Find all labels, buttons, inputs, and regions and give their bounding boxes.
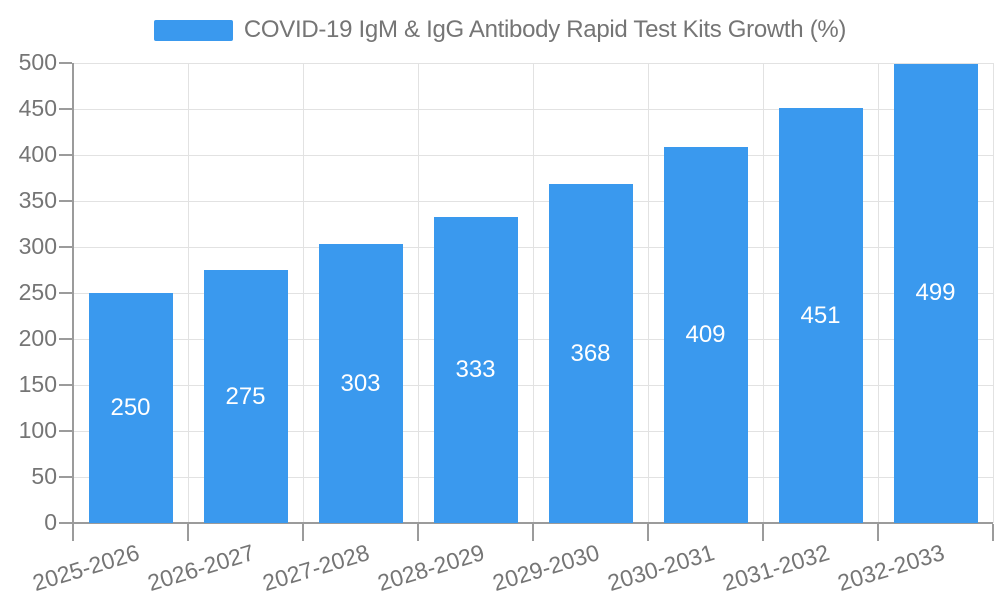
y-axis-tick-label: 450 — [18, 95, 57, 122]
bar-2029-2030[interactable]: 368 — [548, 184, 633, 523]
x-axis-tick-mark — [302, 524, 304, 541]
x-axis-tick-mark — [187, 524, 189, 541]
gridline-vertical — [992, 63, 994, 523]
x-axis-tick-label: 2025-2026 — [29, 539, 142, 597]
y-axis-tick-mark — [59, 430, 72, 432]
gridline-vertical — [417, 63, 419, 523]
y-axis-tick-label: 250 — [18, 279, 57, 306]
y-axis-tick-label: 350 — [18, 187, 57, 214]
x-axis-tick-mark — [877, 524, 879, 541]
x-axis-tick-label: 2027-2028 — [259, 539, 372, 597]
x-axis-tick-mark — [72, 524, 74, 541]
x-axis-tick-mark — [992, 524, 994, 541]
x-axis-tick-label: 2029-2030 — [489, 539, 602, 597]
gridline-vertical — [647, 63, 649, 523]
x-axis-tick-mark — [532, 524, 534, 541]
y-axis-tick-mark — [59, 154, 72, 156]
y-axis-tick-label: 500 — [18, 49, 57, 76]
y-axis-line — [71, 63, 74, 540]
x-axis-tick-label: 2032-2033 — [834, 539, 947, 597]
y-axis-tick-mark — [59, 62, 72, 64]
x-axis-tick-label: 2030-2031 — [604, 539, 717, 597]
x-axis-line — [73, 522, 993, 524]
bar-value-label: 333 — [455, 355, 496, 383]
x-axis-tick-mark — [762, 524, 764, 541]
y-axis-tick-label: 50 — [31, 463, 57, 490]
y-axis-tick-mark — [59, 200, 72, 202]
bar-value-label: 275 — [225, 382, 266, 410]
y-axis-tick-mark — [59, 338, 72, 340]
x-axis-tick-label: 2031-2032 — [719, 539, 832, 597]
bar-2030-2031[interactable]: 409 — [663, 146, 748, 523]
bar-value-label: 451 — [800, 301, 841, 329]
legend[interactable]: COVID-19 IgM & IgG Antibody Rapid Test K… — [0, 16, 1000, 44]
y-axis-tick-label: 100 — [18, 417, 57, 444]
y-axis-tick-mark — [59, 292, 72, 294]
bar-2027-2028[interactable]: 303 — [318, 244, 403, 523]
y-axis-tick-label: 200 — [18, 325, 57, 352]
bar-2028-2029[interactable]: 333 — [433, 216, 518, 523]
x-axis-tick-label: 2028-2029 — [374, 539, 487, 597]
y-axis-tick-mark — [59, 384, 72, 386]
gridline-vertical — [877, 63, 879, 523]
y-axis-tick-mark — [59, 476, 72, 478]
bar-2026-2027[interactable]: 275 — [203, 270, 288, 523]
bar-2031-2032[interactable]: 451 — [778, 108, 863, 523]
bar-value-label: 409 — [685, 320, 726, 348]
legend-label: COVID-19 IgM & IgG Antibody Rapid Test K… — [243, 16, 847, 43]
y-axis-tick-label: 400 — [18, 141, 57, 168]
bar-2032-2033[interactable]: 499 — [893, 63, 978, 523]
gridline-vertical — [302, 63, 304, 523]
legend-swatch — [153, 19, 233, 41]
x-axis-tick-mark — [647, 524, 649, 541]
y-axis-tick-label: 300 — [18, 233, 57, 260]
y-axis-tick-label: 150 — [18, 371, 57, 398]
y-axis-tick-mark — [59, 522, 72, 524]
bar-value-label: 499 — [915, 279, 956, 307]
x-axis-tick-mark — [417, 524, 419, 541]
bar-value-label: 303 — [340, 369, 381, 397]
gridline-vertical — [532, 63, 534, 523]
bar-2025-2026[interactable]: 250 — [88, 293, 173, 523]
gridline-vertical — [762, 63, 764, 523]
bar-value-label: 368 — [570, 339, 611, 367]
y-axis-tick-mark — [59, 108, 72, 110]
bar-value-label: 250 — [110, 394, 151, 421]
y-axis-tick-mark — [59, 246, 72, 248]
y-axis-tick-label: 0 — [44, 509, 57, 536]
gridline-vertical — [187, 63, 189, 523]
x-axis-tick-label: 2026-2027 — [144, 539, 257, 597]
